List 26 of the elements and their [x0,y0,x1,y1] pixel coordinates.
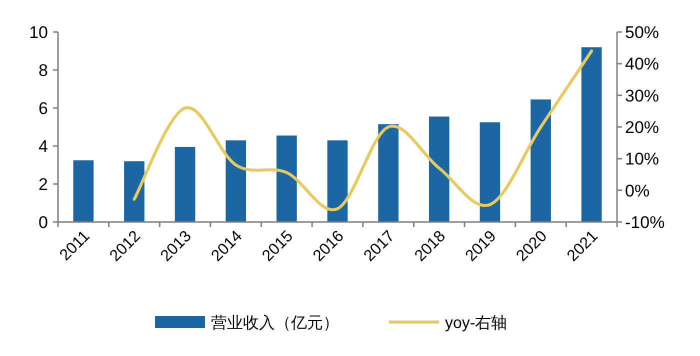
y2-tick-label: 40% [625,54,660,74]
bar [124,161,144,222]
y-tick-label: 2 [38,175,48,194]
y-tick-label: 6 [38,99,48,118]
bar [530,99,551,222]
legend-label: 营业收入（亿元） [211,314,339,332]
y2-tick-label: -10% [625,213,665,232]
bar [480,122,500,222]
y2-tick-label: 10% [625,150,660,169]
y-tick-label: 0 [38,213,48,232]
bar [378,124,398,222]
y2-tick-label: 30% [625,86,660,106]
y-tick-label: 4 [38,137,48,156]
y-tick-label: 10 [29,23,48,42]
bar [73,160,94,222]
y2-tick-label: 50% [625,23,660,42]
y-tick-label: 8 [38,61,48,80]
y2-tick-label: 20% [625,118,660,137]
bar [174,146,196,222]
bar [226,140,246,222]
bar [428,116,450,222]
bar [581,47,602,222]
bar [327,140,348,222]
y2-tick-label: 0% [625,181,650,200]
legend-label: yoy-右轴 [445,314,508,332]
bar [276,136,297,222]
